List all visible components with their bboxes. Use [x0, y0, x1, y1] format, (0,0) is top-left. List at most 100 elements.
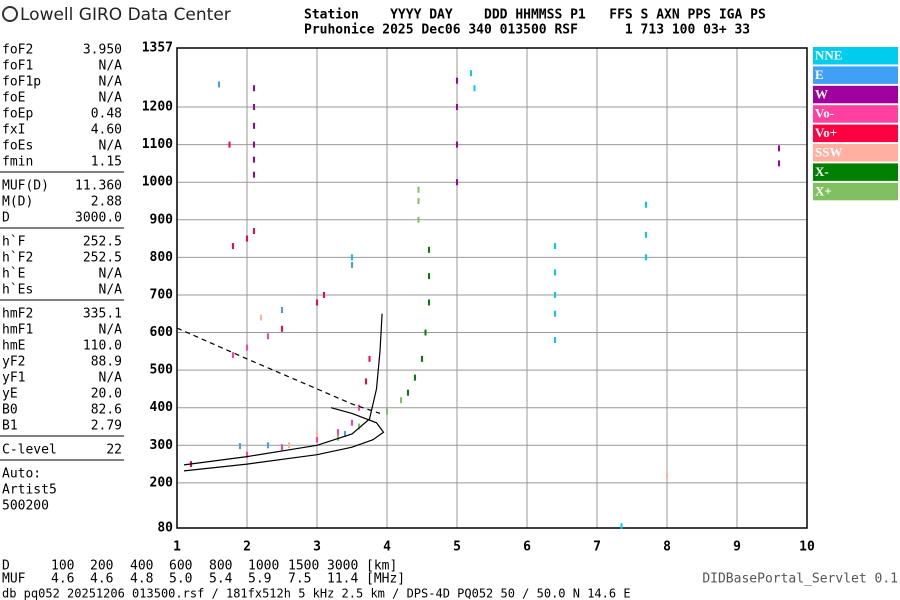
param-name: h`Es [2, 283, 33, 298]
y-tick-label: 400 [150, 400, 174, 415]
echo-point [218, 81, 220, 88]
param-value: 3.950 [83, 43, 122, 58]
legend-swatch [813, 124, 898, 143]
y-tick-label: 1357 [142, 41, 173, 56]
echo-point [620, 523, 623, 530]
param-name: yE [2, 387, 18, 402]
echo-point [554, 310, 556, 317]
param-value: 2.79 [91, 419, 122, 434]
x-tick-label: 6 [523, 540, 531, 555]
station-values: Pruhonice 2025 Dec06 340 013500 RSF 1 71… [304, 23, 750, 38]
echo-point [281, 325, 283, 332]
echo-point [253, 104, 255, 111]
plot-frame [176, 47, 808, 529]
echo-point [232, 352, 234, 359]
param-name: h`F2 [2, 251, 33, 266]
echo-point [253, 141, 255, 148]
echo-point [473, 85, 476, 92]
echo-point [417, 197, 420, 204]
muf-row-label: D [2, 559, 10, 574]
echo-point [417, 216, 420, 223]
muf-cell: 4.8 [130, 572, 153, 587]
echo-point [778, 160, 780, 167]
param-value: N/A [99, 91, 123, 106]
echo-point [470, 70, 472, 77]
logo-title: Lowell GIRO Data Center [20, 5, 231, 25]
legend-label: Vo- [815, 106, 834, 121]
legend-label: NNE [815, 47, 842, 62]
echo-point [246, 344, 248, 351]
y-tick-label: 900 [150, 212, 174, 227]
logo-icon [2, 6, 18, 22]
echo-point [365, 378, 367, 385]
param-value: N/A [99, 59, 123, 74]
legend-swatch [813, 182, 898, 201]
param-value: 335.1 [83, 307, 122, 322]
echo-point [358, 423, 360, 430]
echo-point [414, 374, 416, 381]
profile-line [183, 407, 385, 472]
param-name: C-level [2, 443, 57, 458]
echo-point [645, 231, 647, 238]
param-name: B1 [2, 419, 18, 434]
x-tick-label: 1 [173, 540, 181, 555]
echo-point [267, 442, 269, 449]
param-name: fmin [2, 155, 33, 170]
param-name: MUF(D) [2, 179, 49, 194]
legend-label: W [815, 86, 828, 101]
echo-point [351, 261, 353, 268]
echo-point [554, 337, 556, 344]
param-value: 88.9 [91, 355, 122, 370]
param-name: M(D) [2, 195, 33, 210]
y-tick-label: 300 [150, 438, 174, 453]
y-tick-label: 200 [150, 475, 174, 490]
muf-cell: 4.6 [51, 572, 74, 587]
servlet: DIDBasePortal_Servlet 0.1 [702, 572, 898, 587]
note: 500200 [2, 499, 49, 514]
param-name: foF1 [2, 59, 33, 74]
param-name: foF1p [2, 75, 41, 90]
echo-point [456, 179, 458, 186]
muf-cell: 5.4 [209, 572, 233, 587]
muf-row-label: MUF [2, 572, 26, 587]
y-tick-label: 500 [150, 363, 174, 378]
echo-point [428, 299, 430, 306]
y-tick-label: 1100 [142, 137, 173, 152]
echo-point [344, 431, 346, 438]
echo-point [253, 171, 255, 178]
param-value: 2.88 [91, 195, 122, 210]
station-header: Station YYYY DAY DDD HHMMSS P1 FFS S AXN… [304, 8, 766, 23]
param-name: foE [2, 91, 25, 106]
note: Artist5 [2, 483, 57, 498]
echo-point [417, 186, 420, 193]
echo-point [421, 355, 423, 362]
param-name: fxI [2, 123, 25, 138]
param-name: foF2 [2, 43, 33, 58]
param-value: N/A [99, 323, 123, 338]
y-tick-label: 800 [150, 250, 174, 265]
param-name: h`F [2, 235, 26, 250]
muf-cell: 3000 [327, 559, 358, 574]
echo-point [253, 85, 255, 92]
param-value: 110.0 [83, 339, 122, 354]
param-value: 4.60 [91, 123, 122, 138]
echo-point [267, 333, 269, 340]
legend-swatch [813, 163, 898, 181]
param-value: 20.0 [91, 387, 122, 402]
footer: db pq052 20251206 013500.rsf / 181fx512h… [2, 587, 631, 600]
y-tick-label: 1200 [142, 100, 173, 115]
legend-swatch [813, 105, 898, 123]
echo-point [351, 254, 353, 261]
echo-point [554, 243, 556, 250]
note: Auto: [2, 467, 41, 482]
echo-point [400, 397, 402, 404]
echo-point [645, 201, 647, 208]
echo-point [281, 444, 283, 451]
echo-point [316, 431, 318, 438]
legend-label: SSW [815, 144, 842, 159]
echo-point [253, 156, 255, 163]
muf-cell: 1000 [248, 559, 279, 574]
param-value: 3000.0 [75, 211, 122, 226]
x-tick-label: 2 [243, 540, 251, 555]
